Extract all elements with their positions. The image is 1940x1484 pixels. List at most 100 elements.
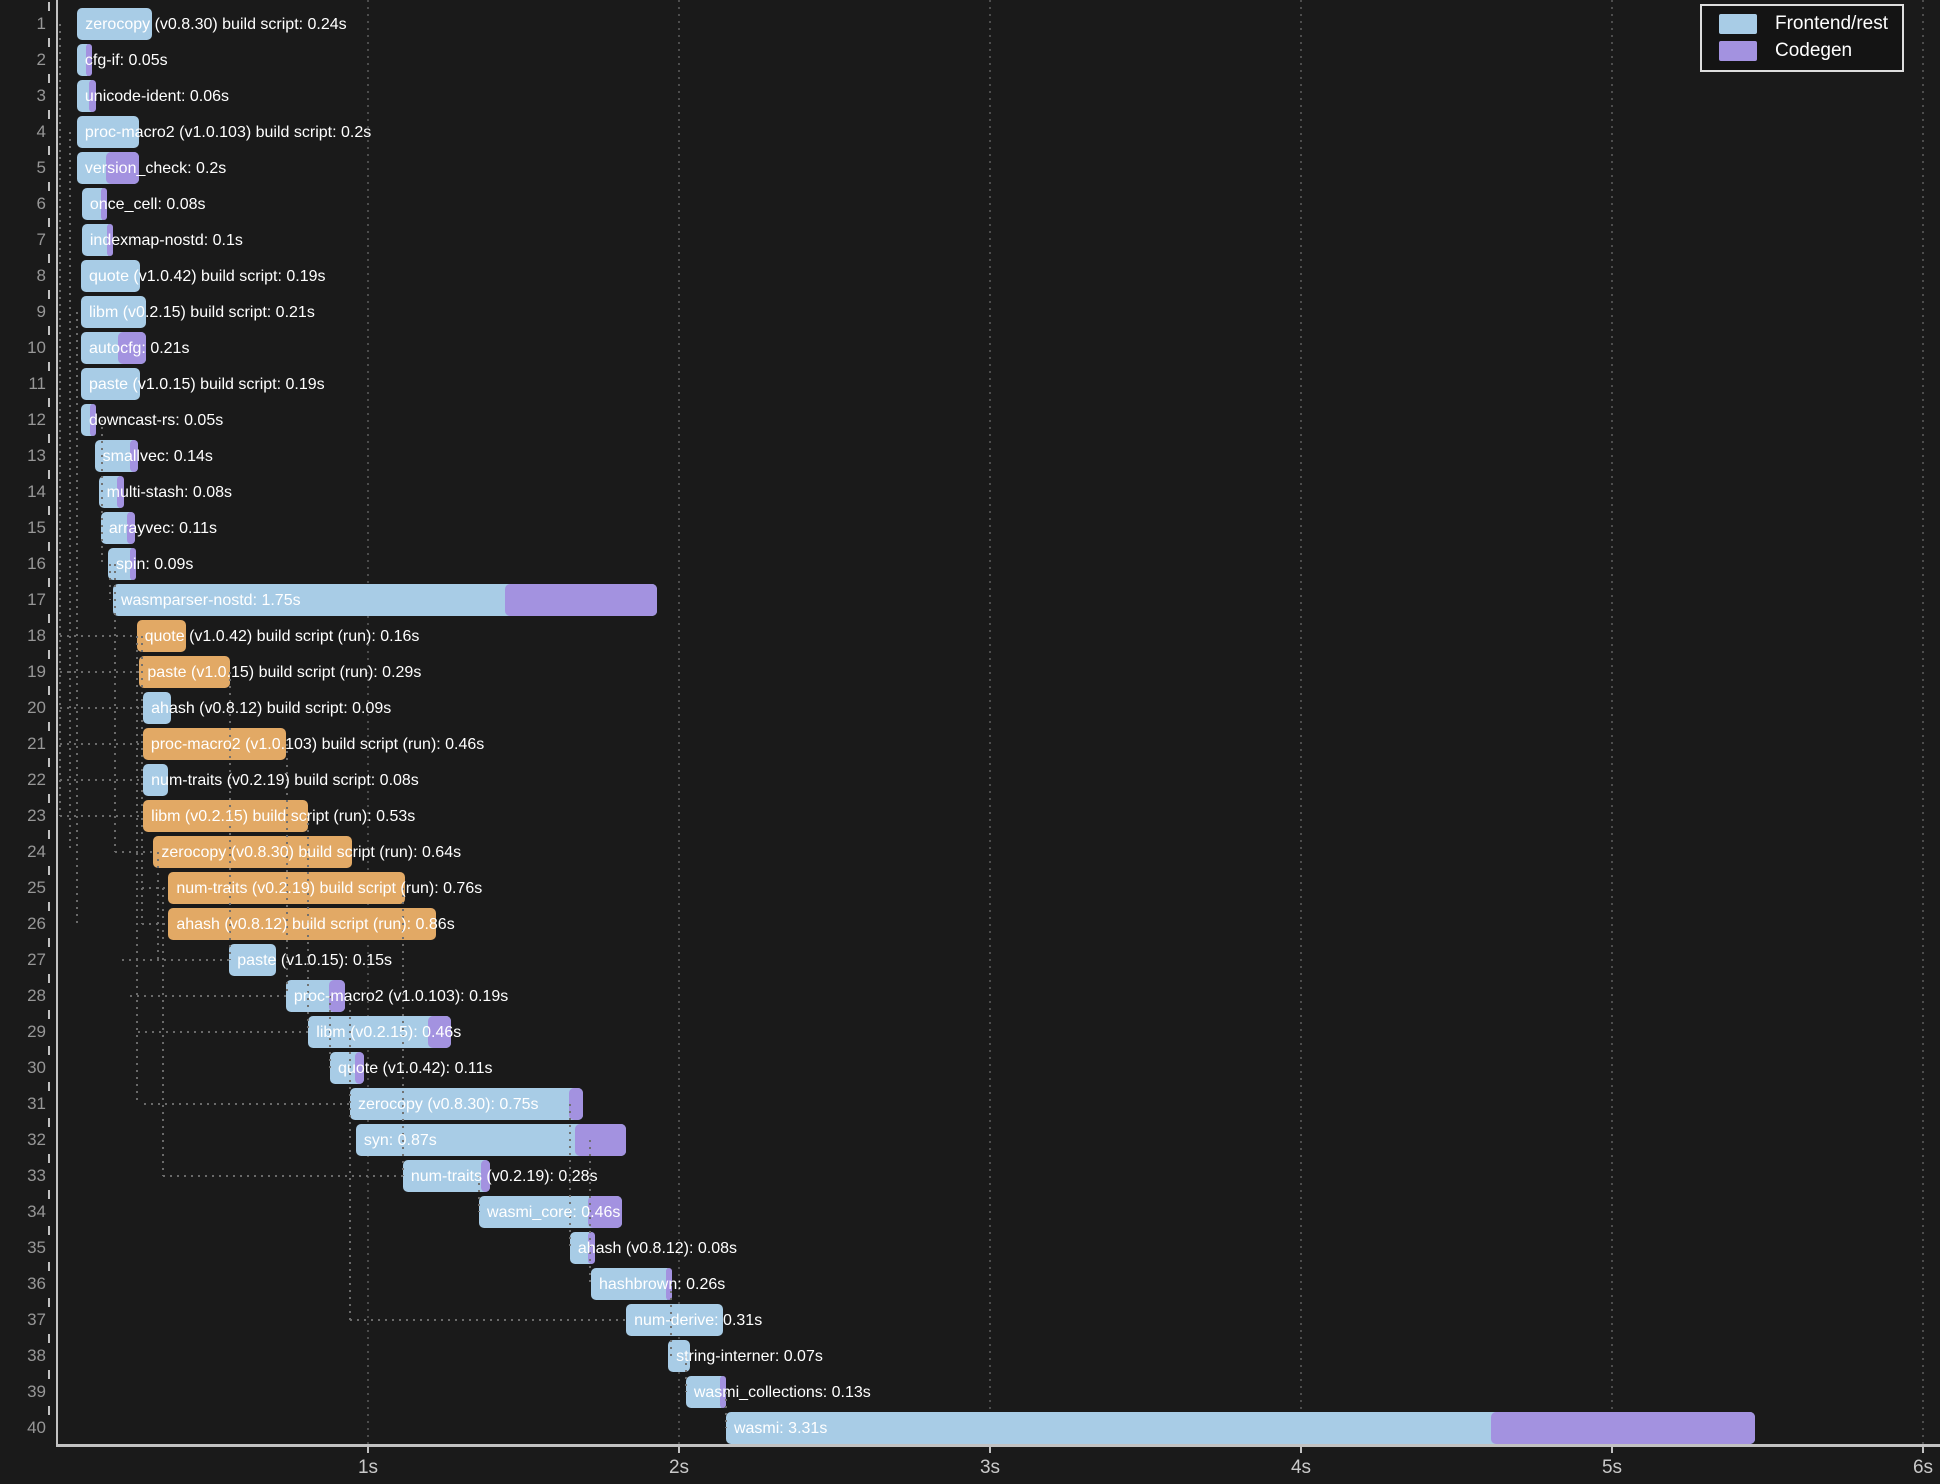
codegen-segment-7 xyxy=(106,224,113,256)
dependency-line-vertical xyxy=(568,1104,571,1248)
legend-label-codegen: Codegen xyxy=(1775,40,1853,61)
timing-bar-29[interactable] xyxy=(308,1016,452,1048)
y-axis-tick-26 xyxy=(48,902,50,911)
dependency-line-horizontal xyxy=(144,1103,350,1105)
timing-bar-8[interactable] xyxy=(80,260,141,292)
dependency-line-horizontal xyxy=(137,1031,309,1033)
timing-bar-9[interactable] xyxy=(80,296,147,328)
y-axis-tick-1 xyxy=(48,2,50,11)
codegen-segment-13 xyxy=(130,440,139,472)
dependency-line-vertical xyxy=(75,312,78,924)
timing-bar-20[interactable] xyxy=(143,692,172,724)
row-number-7: 7 xyxy=(36,230,46,249)
timing-bar-24[interactable] xyxy=(153,836,353,868)
codegen-segment-32 xyxy=(575,1124,627,1156)
row-number-16: 16 xyxy=(27,554,46,573)
timing-bar-1[interactable] xyxy=(77,8,152,40)
timing-bar-18[interactable] xyxy=(136,620,187,652)
dependency-line-horizontal xyxy=(130,995,286,997)
row-number-12: 12 xyxy=(27,410,46,429)
legend-item-frontend: Frontend/rest xyxy=(1719,13,1888,35)
row-number-21: 21 xyxy=(27,734,46,753)
dependency-line-vertical xyxy=(101,420,104,564)
dependency-line-vertical xyxy=(108,564,111,600)
y-axis-tick-8 xyxy=(48,254,50,263)
legend: Frontend/rest Codegen xyxy=(1700,4,1904,72)
y-axis-tick-6 xyxy=(48,182,50,191)
row-number-22: 22 xyxy=(27,770,46,789)
y-axis-tick-33 xyxy=(48,1154,50,1163)
y-axis-tick-24 xyxy=(48,830,50,839)
timing-bar-31[interactable] xyxy=(349,1088,584,1120)
y-axis-line xyxy=(56,0,58,1444)
row-number-18: 18 xyxy=(27,626,46,645)
dependency-line-horizontal xyxy=(122,959,230,961)
legend-label-frontend: Frontend/rest xyxy=(1775,13,1888,34)
row-number-13: 13 xyxy=(27,446,46,465)
dependency-line-vertical xyxy=(478,1176,481,1212)
timing-bar-39[interactable] xyxy=(685,1376,727,1408)
gridline-1s xyxy=(367,0,369,1444)
row-number-38: 38 xyxy=(27,1346,46,1365)
timing-bar-19[interactable] xyxy=(139,656,230,688)
timing-bar-33[interactable] xyxy=(402,1160,490,1192)
row-number-14: 14 xyxy=(27,482,46,501)
codegen-segment-36 xyxy=(665,1268,672,1300)
row-number-8: 8 xyxy=(36,266,46,285)
unit-label-20: ahash (v0.8.12) build script: 0.09s xyxy=(151,700,392,717)
row-number-5: 5 xyxy=(36,158,46,177)
row-number-15: 15 xyxy=(27,518,46,537)
timing-bar-21[interactable] xyxy=(142,728,286,760)
gridline-6s xyxy=(1922,0,1924,1444)
y-axis-tick-12 xyxy=(48,398,50,407)
codegen-segment-33 xyxy=(480,1160,490,1192)
row-number-33: 33 xyxy=(27,1166,46,1185)
y-axis-tick-5 xyxy=(48,146,50,155)
timing-bar-22[interactable] xyxy=(143,764,169,796)
codegen-segment-12 xyxy=(90,404,97,436)
row-number-36: 36 xyxy=(27,1274,46,1293)
codegen-segment-40 xyxy=(1491,1412,1756,1444)
row-number-6: 6 xyxy=(36,194,46,213)
row-number-37: 37 xyxy=(27,1310,46,1329)
timing-bar-37[interactable] xyxy=(626,1304,723,1336)
y-axis-tick-4 xyxy=(48,110,50,119)
timing-bar-38[interactable] xyxy=(668,1340,690,1372)
y-axis-tick-25 xyxy=(48,866,50,875)
unit-label-2: cfg-if: 0.05s xyxy=(84,52,168,69)
row-number-35: 35 xyxy=(27,1238,46,1257)
row-number-2: 2 xyxy=(36,50,46,69)
y-axis-tick-30 xyxy=(48,1046,50,1055)
timing-bar-26[interactable] xyxy=(168,908,436,940)
y-axis-tick-38 xyxy=(48,1334,50,1343)
y-axis-tick-10 xyxy=(48,326,50,335)
y-axis-tick-18 xyxy=(48,614,50,623)
x-axis-tick-1s xyxy=(367,1444,369,1453)
row-number-19: 19 xyxy=(27,662,46,681)
row-number-27: 27 xyxy=(27,950,46,969)
codegen-segment-2 xyxy=(86,44,93,76)
y-axis-tick-28 xyxy=(48,974,50,983)
row-number-34: 34 xyxy=(27,1202,46,1221)
row-number-10: 10 xyxy=(27,338,46,357)
dependency-line-horizontal xyxy=(141,887,169,889)
x-axis-tick-6s xyxy=(1922,1444,1924,1453)
unit-label-38: string-interner: 0.07s xyxy=(676,1348,823,1365)
y-axis-tick-34 xyxy=(48,1190,50,1199)
dependency-line-vertical xyxy=(286,744,289,996)
timing-bar-23[interactable] xyxy=(143,800,308,832)
timing-bar-4[interactable] xyxy=(76,116,140,148)
y-axis-tick-29 xyxy=(48,1010,50,1019)
dependency-line-horizontal xyxy=(60,815,144,817)
row-number-3: 3 xyxy=(36,86,46,105)
timing-bar-11[interactable] xyxy=(80,368,141,400)
x-axis-label-3s: 3s xyxy=(979,1457,1001,1478)
y-axis-tick-23 xyxy=(48,794,50,803)
dependency-line-vertical xyxy=(136,636,139,1104)
y-axis-tick-35 xyxy=(48,1226,50,1235)
timing-bar-36[interactable] xyxy=(590,1268,672,1300)
codegen-segment-17 xyxy=(504,584,658,616)
y-axis-tick-13 xyxy=(48,434,50,443)
timing-bar-27[interactable] xyxy=(229,944,276,976)
row-number-11: 11 xyxy=(28,374,46,393)
